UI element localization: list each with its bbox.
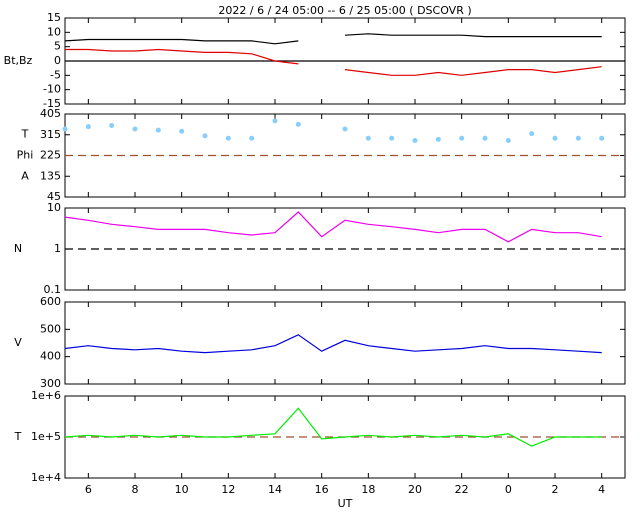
y-tick-label: 1e+6 bbox=[31, 389, 61, 402]
y-tick-label: 400 bbox=[40, 350, 61, 363]
series-line bbox=[65, 48, 602, 76]
y-tick-label: 135 bbox=[40, 169, 61, 182]
x-tick-label: 4 bbox=[598, 483, 605, 496]
chart-title: 2022 / 6 / 24 05:00 -- 6 / 25 05:00 ( DS… bbox=[218, 4, 471, 17]
y-tick-label: 315 bbox=[40, 128, 61, 141]
y-tick-label: 600 bbox=[40, 295, 61, 308]
x-tick-label: 2 bbox=[552, 483, 559, 496]
y-tick-label: 405 bbox=[40, 107, 61, 120]
data-point bbox=[85, 124, 91, 130]
y-tick-label: 10 bbox=[47, 201, 61, 214]
y-axis-label: V bbox=[14, 336, 22, 349]
data-point bbox=[575, 135, 581, 141]
y-tick-label: 0 bbox=[54, 54, 61, 67]
y-axis-label: Phi bbox=[17, 149, 34, 162]
y-axis-label: N bbox=[14, 242, 22, 255]
data-point bbox=[459, 135, 465, 141]
panel-frame bbox=[64, 301, 626, 385]
x-tick-label: 14 bbox=[268, 483, 282, 496]
y-tick-label: 1e+5 bbox=[31, 430, 61, 443]
data-point bbox=[435, 136, 441, 142]
y-axis-label: T bbox=[21, 128, 29, 141]
x-axis-label: UT bbox=[338, 497, 353, 510]
data-point bbox=[505, 138, 511, 144]
data-point bbox=[225, 135, 231, 141]
data-point bbox=[295, 121, 301, 127]
data-point bbox=[599, 135, 605, 141]
series-line bbox=[64, 334, 602, 354]
data-point bbox=[202, 133, 208, 139]
y-tick-label: 15 bbox=[47, 11, 61, 24]
y-axis-label: Bt,Bz bbox=[4, 54, 33, 67]
data-point bbox=[132, 126, 138, 132]
data-point bbox=[272, 118, 278, 124]
y-tick-label: 225 bbox=[40, 149, 61, 162]
x-tick-label: 22 bbox=[455, 483, 469, 496]
data-point bbox=[529, 131, 535, 137]
data-point bbox=[155, 127, 161, 133]
y-tick-label: 10 bbox=[47, 25, 61, 38]
data-point bbox=[482, 135, 488, 141]
data-point bbox=[342, 126, 348, 132]
y-tick-label: -15 bbox=[43, 97, 61, 110]
x-tick-label: 12 bbox=[221, 483, 235, 496]
data-point bbox=[412, 138, 418, 144]
y-tick-label: 500 bbox=[40, 322, 61, 335]
data-point bbox=[62, 126, 68, 132]
y-tick-label: 1e+4 bbox=[31, 471, 61, 484]
series-line bbox=[64, 33, 602, 45]
y-axis-label: T bbox=[14, 430, 22, 443]
y-tick-label: 1 bbox=[54, 242, 61, 255]
x-tick-label: 0 bbox=[505, 483, 512, 496]
y-tick-label: 0.1 bbox=[44, 283, 62, 296]
y-tick-label: 45 bbox=[47, 190, 61, 203]
y-tick-label: 5 bbox=[54, 40, 61, 53]
y-axis-label: A bbox=[21, 170, 29, 183]
x-tick-label: 10 bbox=[175, 483, 189, 496]
x-tick-label: 6 bbox=[85, 483, 92, 496]
data-point bbox=[365, 135, 371, 141]
data-point bbox=[109, 123, 115, 129]
y-tick-label: 300 bbox=[40, 377, 61, 390]
y-tick-label: -5 bbox=[50, 68, 61, 81]
x-tick-label: 16 bbox=[315, 483, 329, 496]
data-point bbox=[179, 128, 185, 134]
x-tick-label: 18 bbox=[361, 483, 375, 496]
series-line bbox=[64, 407, 602, 447]
data-point bbox=[389, 135, 395, 141]
data-point bbox=[552, 135, 558, 141]
data-point bbox=[249, 135, 255, 141]
x-tick-label: 8 bbox=[132, 483, 139, 496]
series-line bbox=[64, 211, 602, 243]
x-tick-label: 20 bbox=[408, 483, 422, 496]
y-tick-label: -10 bbox=[43, 83, 61, 96]
